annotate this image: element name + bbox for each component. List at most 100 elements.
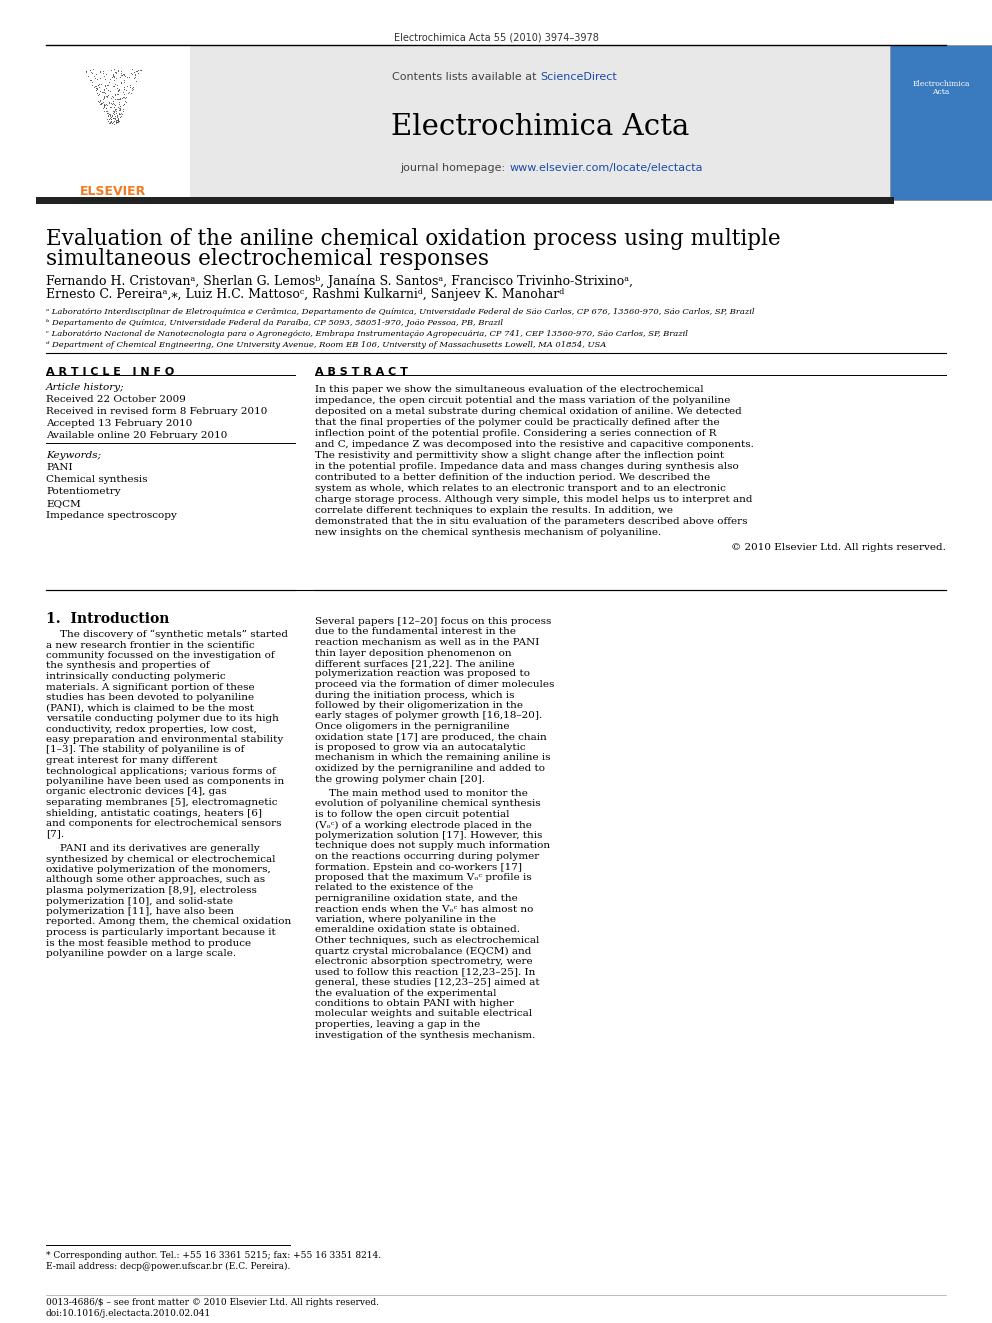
Text: Potentiometry: Potentiometry: [46, 487, 121, 496]
Text: evolution of polyaniline chemical synthesis: evolution of polyaniline chemical synthe…: [315, 799, 541, 808]
Text: pernigraniline oxidation state, and the: pernigraniline oxidation state, and the: [315, 894, 518, 904]
Text: molecular weights and suitable electrical: molecular weights and suitable electrica…: [315, 1009, 532, 1019]
Text: ᵇ Departamento de Química, Universidade Federal da Paraíba, CP 5093, 58051-970, : ᵇ Departamento de Química, Universidade …: [46, 319, 503, 327]
Text: reaction mechanism as well as in the PANI: reaction mechanism as well as in the PAN…: [315, 638, 540, 647]
Text: separating membranes [5], electromagnetic: separating membranes [5], electromagneti…: [46, 798, 278, 807]
Text: reaction ends when the Vₒᶜ has almost no: reaction ends when the Vₒᶜ has almost no: [315, 905, 534, 913]
Text: organic electronic devices [4], gas: organic electronic devices [4], gas: [46, 787, 227, 796]
Text: [1–3]. The stability of polyaniline is of: [1–3]. The stability of polyaniline is o…: [46, 745, 244, 754]
Text: In this paper we show the simultaneous evaluation of the electrochemical: In this paper we show the simultaneous e…: [315, 385, 703, 394]
Text: synthesized by chemical or electrochemical: synthesized by chemical or electrochemic…: [46, 855, 276, 864]
Text: the growing polymer chain [20].: the growing polymer chain [20].: [315, 774, 485, 783]
Text: related to the existence of the: related to the existence of the: [315, 884, 473, 893]
Text: shielding, antistatic coatings, heaters [6]: shielding, antistatic coatings, heaters …: [46, 808, 262, 818]
Text: materials. A significant portion of these: materials. A significant portion of thes…: [46, 683, 255, 692]
Text: polymerization [11], have also been: polymerization [11], have also been: [46, 908, 234, 916]
Text: in the potential profile. Impedance data and mass changes during synthesis also: in the potential profile. Impedance data…: [315, 462, 739, 471]
Text: The discovery of “synthetic metals” started: The discovery of “synthetic metals” star…: [60, 630, 288, 639]
Text: and components for electrochemical sensors: and components for electrochemical senso…: [46, 819, 282, 828]
Text: inflection point of the potential profile. Considering a series connection of R: inflection point of the potential profil…: [315, 429, 716, 438]
Text: conductivity, redox properties, low cost,: conductivity, redox properties, low cost…: [46, 725, 257, 733]
Text: proceed via the formation of dimer molecules: proceed via the formation of dimer molec…: [315, 680, 555, 689]
Text: reported. Among them, the chemical oxidation: reported. Among them, the chemical oxida…: [46, 917, 292, 926]
Text: 1.  Introduction: 1. Introduction: [46, 613, 170, 626]
Text: Impedance spectroscopy: Impedance spectroscopy: [46, 511, 177, 520]
Text: Once oligomers in the pernigraniline: Once oligomers in the pernigraniline: [315, 722, 510, 732]
Text: oxidative polymerization of the monomers,: oxidative polymerization of the monomers…: [46, 865, 271, 875]
Text: EQCM: EQCM: [46, 499, 80, 508]
Text: Article history;: Article history;: [46, 382, 125, 392]
Text: contributed to a better definition of the induction period. We described the: contributed to a better definition of th…: [315, 474, 710, 482]
Text: plasma polymerization [8,9], electroless: plasma polymerization [8,9], electroless: [46, 886, 257, 894]
Text: polymerization reaction was proposed to: polymerization reaction was proposed to: [315, 669, 530, 679]
Text: © 2010 Elsevier Ltd. All rights reserved.: © 2010 Elsevier Ltd. All rights reserved…: [731, 542, 946, 552]
Text: easy preparation and environmental stability: easy preparation and environmental stabi…: [46, 736, 284, 744]
Text: the evaluation of the experimental: the evaluation of the experimental: [315, 988, 497, 998]
Text: Received 22 October 2009: Received 22 October 2009: [46, 396, 186, 404]
Text: Accepted 13 February 2010: Accepted 13 February 2010: [46, 419, 192, 429]
Text: [7].: [7].: [46, 830, 64, 839]
Text: correlate different techniques to explain the results. In addition, we: correlate different techniques to explai…: [315, 505, 673, 515]
Text: Chemical synthesis: Chemical synthesis: [46, 475, 148, 484]
Text: during the initiation process, which is: during the initiation process, which is: [315, 691, 515, 700]
Text: ELSEVIER: ELSEVIER: [80, 185, 146, 198]
Text: used to follow this reaction [12,23–25]. In: used to follow this reaction [12,23–25].…: [315, 967, 536, 976]
Text: the synthesis and properties of: the synthesis and properties of: [46, 662, 209, 671]
Text: * Corresponding author. Tel.: +55 16 3361 5215; fax: +55 16 3351 8214.: * Corresponding author. Tel.: +55 16 336…: [46, 1252, 381, 1259]
Text: is to follow the open circuit potential: is to follow the open circuit potential: [315, 810, 510, 819]
Text: simultaneous electrochemical responses: simultaneous electrochemical responses: [46, 247, 489, 270]
Text: proposed that the maximum Vₒᶜ profile is: proposed that the maximum Vₒᶜ profile is: [315, 873, 532, 882]
Text: ᵃ Laboratório Interdisciplinar de Eletroquímica e Cerâmica, Departamento de Quím: ᵃ Laboratório Interdisciplinar de Eletro…: [46, 308, 755, 316]
Text: early stages of polymer growth [16,18–20].: early stages of polymer growth [16,18–20…: [315, 712, 543, 721]
Text: Contents lists available at: Contents lists available at: [392, 71, 540, 82]
Text: doi:10.1016/j.electacta.2010.02.041: doi:10.1016/j.electacta.2010.02.041: [46, 1308, 211, 1318]
Text: intrinsically conducting polymeric: intrinsically conducting polymeric: [46, 672, 225, 681]
Text: polyaniline powder on a large scale.: polyaniline powder on a large scale.: [46, 949, 236, 958]
Text: www.elsevier.com/locate/electacta: www.elsevier.com/locate/electacta: [510, 163, 703, 173]
Text: Electrochimica Acta: Electrochimica Acta: [391, 112, 689, 142]
Text: deposited on a metal substrate during chemical oxidation of aniline. We detected: deposited on a metal substrate during ch…: [315, 407, 742, 415]
Text: Ernesto C. Pereiraᵃ,⁎, Luiz H.C. Mattosoᶜ, Rashmi Kulkarniᵈ, Sanjeev K. Manoharᵈ: Ernesto C. Pereiraᵃ,⁎, Luiz H.C. Mattoso…: [46, 288, 564, 302]
Bar: [190, 45, 890, 200]
Text: Evaluation of the aniline chemical oxidation process using multiple: Evaluation of the aniline chemical oxida…: [46, 228, 781, 250]
Text: different surfaces [21,22]. The aniline: different surfaces [21,22]. The aniline: [315, 659, 515, 668]
Text: technological applications; various forms of: technological applications; various form…: [46, 766, 276, 775]
Text: Received in revised form 8 February 2010: Received in revised form 8 February 2010: [46, 407, 268, 415]
Text: new insights on the chemical synthesis mechanism of polyaniline.: new insights on the chemical synthesis m…: [315, 528, 662, 537]
Text: system as whole, which relates to an electronic transport and to an electronic: system as whole, which relates to an ele…: [315, 484, 726, 493]
Text: ᵈ Department of Chemical Engineering, One University Avenue, Room EB 106, Univer: ᵈ Department of Chemical Engineering, On…: [46, 341, 606, 349]
Text: Acta: Acta: [932, 89, 949, 97]
Text: mechanism in which the remaining aniline is: mechanism in which the remaining aniline…: [315, 754, 551, 762]
Text: demonstrated that the in situ evaluation of the parameters described above offer: demonstrated that the in situ evaluation…: [315, 517, 748, 527]
Text: Several papers [12–20] focus on this process: Several papers [12–20] focus on this pro…: [315, 617, 552, 626]
Text: Fernando H. Cristovanᵃ, Sherlan G. Lemosᵇ, Janaína S. Santosᵃ, Francisco Trivinh: Fernando H. Cristovanᵃ, Sherlan G. Lemos…: [46, 274, 633, 287]
Text: Electrochimica: Electrochimica: [913, 79, 970, 89]
Text: variation, where polyaniline in the: variation, where polyaniline in the: [315, 916, 496, 923]
Text: E-mail address: decp@power.ufscar.br (E.C. Pereira).: E-mail address: decp@power.ufscar.br (E.…: [46, 1262, 291, 1271]
Text: versatile conducting polymer due to its high: versatile conducting polymer due to its …: [46, 714, 279, 722]
Text: and C, impedance Z was decomposed into the resistive and capacitive components.: and C, impedance Z was decomposed into t…: [315, 441, 754, 448]
Bar: [36, 197, 894, 204]
Text: thin layer deposition phenomenon on: thin layer deposition phenomenon on: [315, 648, 512, 658]
Text: ᶜ Laboratório Nacional de Nanotecnologia para o Agronegócio, Embrapa Instrumenta: ᶜ Laboratório Nacional de Nanotecnologia…: [46, 329, 687, 337]
Text: on the reactions occurring during polymer: on the reactions occurring during polyme…: [315, 852, 540, 861]
Text: Electrochimica Acta 55 (2010) 3974–3978: Electrochimica Acta 55 (2010) 3974–3978: [394, 32, 598, 42]
Text: properties, leaving a gap in the: properties, leaving a gap in the: [315, 1020, 480, 1029]
Text: 0013-4686/$ – see front matter © 2010 Elsevier Ltd. All rights reserved.: 0013-4686/$ – see front matter © 2010 El…: [46, 1298, 379, 1307]
Text: polyaniline have been used as components in: polyaniline have been used as components…: [46, 777, 285, 786]
Text: Other techniques, such as electrochemical: Other techniques, such as electrochemica…: [315, 935, 540, 945]
Text: (Vₒᶜ) of a working electrode placed in the: (Vₒᶜ) of a working electrode placed in t…: [315, 820, 532, 830]
Text: process is particularly important because it: process is particularly important becaus…: [46, 927, 276, 937]
Bar: [36, 45, 190, 200]
Text: followed by their oligomerization in the: followed by their oligomerization in the: [315, 701, 523, 710]
Text: formation. Epstein and co-workers [17]: formation. Epstein and co-workers [17]: [315, 863, 522, 872]
Text: although some other approaches, such as: although some other approaches, such as: [46, 876, 265, 885]
Text: oxidation state [17] are produced, the chain: oxidation state [17] are produced, the c…: [315, 733, 547, 741]
Text: conditions to obtain PANI with higher: conditions to obtain PANI with higher: [315, 999, 514, 1008]
Text: ScienceDirect: ScienceDirect: [540, 71, 617, 82]
Text: quartz crystal microbalance (EQCM) and: quartz crystal microbalance (EQCM) and: [315, 946, 532, 955]
Text: A R T I C L E   I N F O: A R T I C L E I N F O: [46, 366, 175, 377]
Text: technique does not supply much information: technique does not supply much informati…: [315, 841, 551, 851]
Text: that the final properties of the polymer could be practically defined after the: that the final properties of the polymer…: [315, 418, 719, 427]
Text: PANI: PANI: [46, 463, 72, 472]
